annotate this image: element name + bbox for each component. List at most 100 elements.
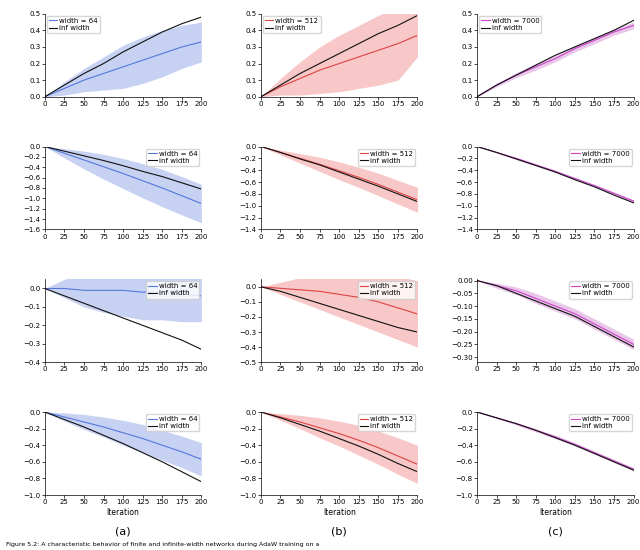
inf width xyxy=(610,192,618,199)
width = 7000 xyxy=(473,409,481,415)
Legend: width = 512, inf width: width = 512, inf width xyxy=(358,148,415,166)
inf width xyxy=(532,298,540,304)
inf width xyxy=(296,294,304,301)
width = 64 xyxy=(80,287,88,294)
inf width xyxy=(61,416,68,423)
width = 512 xyxy=(276,149,284,156)
width = 64 xyxy=(139,178,147,184)
inf width xyxy=(296,70,304,77)
width = 7000 xyxy=(512,420,520,427)
Line: inf width: inf width xyxy=(45,146,202,189)
width = 64 xyxy=(41,143,49,150)
Legend: width = 7000, inf width: width = 7000, inf width xyxy=(479,16,541,33)
inf width xyxy=(610,459,618,465)
Line: width = 7000: width = 7000 xyxy=(477,146,634,201)
X-axis label: Iteration: Iteration xyxy=(323,508,356,517)
Line: inf width: inf width xyxy=(261,15,417,97)
inf width xyxy=(316,60,323,67)
Line: width = 512: width = 512 xyxy=(261,287,417,314)
inf width xyxy=(413,12,421,19)
width = 7000 xyxy=(591,449,598,456)
inf width xyxy=(198,186,205,192)
inf width xyxy=(100,307,108,314)
inf width xyxy=(100,157,108,164)
inf width xyxy=(493,415,500,421)
width = 512 xyxy=(374,444,382,451)
Text: (b): (b) xyxy=(332,526,347,536)
inf width xyxy=(493,82,500,89)
width = 7000 xyxy=(630,466,637,472)
width = 7000 xyxy=(630,198,637,205)
inf width xyxy=(630,17,637,24)
inf width xyxy=(413,199,421,205)
inf width xyxy=(355,40,363,47)
Line: inf width: inf width xyxy=(45,289,202,349)
inf width xyxy=(571,43,579,50)
inf width xyxy=(394,324,402,331)
width = 512 xyxy=(374,47,382,53)
width = 64 xyxy=(41,285,49,292)
inf width xyxy=(493,282,500,289)
inf width xyxy=(119,162,127,169)
Legend: width = 64, inf width: width = 64, inf width xyxy=(146,148,199,166)
width = 512 xyxy=(355,174,363,180)
width = 64 xyxy=(80,77,88,84)
width = 512 xyxy=(355,294,363,301)
inf width xyxy=(119,48,127,55)
width = 7000 xyxy=(473,94,481,100)
width = 7000 xyxy=(552,55,559,62)
width = 512 xyxy=(316,161,323,168)
width = 7000 xyxy=(473,277,481,284)
inf width xyxy=(610,27,618,34)
Line: inf width: inf width xyxy=(261,146,417,202)
Line: inf width: inf width xyxy=(477,146,634,203)
width = 64 xyxy=(100,163,108,170)
width = 64 xyxy=(159,442,166,448)
inf width xyxy=(159,29,166,35)
Line: width = 64: width = 64 xyxy=(45,146,202,204)
width = 512 xyxy=(413,196,421,203)
inf width xyxy=(355,443,363,449)
inf width xyxy=(178,20,186,27)
width = 512 xyxy=(257,283,265,290)
width = 7000 xyxy=(512,155,520,162)
X-axis label: Iteration: Iteration xyxy=(107,508,140,517)
Legend: width = 7000, inf width: width = 7000, inf width xyxy=(569,282,632,299)
inf width xyxy=(552,434,559,441)
inf width xyxy=(61,82,68,89)
width = 64 xyxy=(178,43,186,50)
width = 512 xyxy=(276,84,284,90)
width = 512 xyxy=(335,168,343,174)
width = 64 xyxy=(41,94,49,100)
width = 7000 xyxy=(571,310,579,317)
width = 64 xyxy=(119,170,127,177)
width = 512 xyxy=(394,453,402,459)
width = 7000 xyxy=(571,441,579,448)
width = 64 xyxy=(80,157,88,163)
width = 64 xyxy=(159,185,166,191)
Legend: width = 7000, inf width: width = 7000, inf width xyxy=(569,414,632,431)
inf width xyxy=(80,424,88,430)
inf width xyxy=(394,191,402,197)
Line: inf width: inf width xyxy=(261,287,417,332)
inf width xyxy=(41,143,49,150)
width = 64 xyxy=(178,192,186,199)
inf width xyxy=(591,323,598,330)
inf width xyxy=(61,148,68,155)
width = 7000 xyxy=(512,72,520,79)
width = 512 xyxy=(335,60,343,67)
width = 64 xyxy=(198,200,205,207)
inf width xyxy=(296,421,304,428)
inf width xyxy=(316,162,323,168)
width = 512 xyxy=(374,299,382,305)
inf width xyxy=(257,143,265,150)
width = 64 xyxy=(61,414,68,420)
inf width xyxy=(198,478,205,485)
inf width xyxy=(394,22,402,29)
inf width xyxy=(316,300,323,307)
inf width xyxy=(139,168,147,175)
width = 512 xyxy=(413,311,421,317)
inf width xyxy=(257,283,265,290)
Legend: width = 64, inf width: width = 64, inf width xyxy=(146,414,199,431)
width = 7000 xyxy=(493,282,500,289)
